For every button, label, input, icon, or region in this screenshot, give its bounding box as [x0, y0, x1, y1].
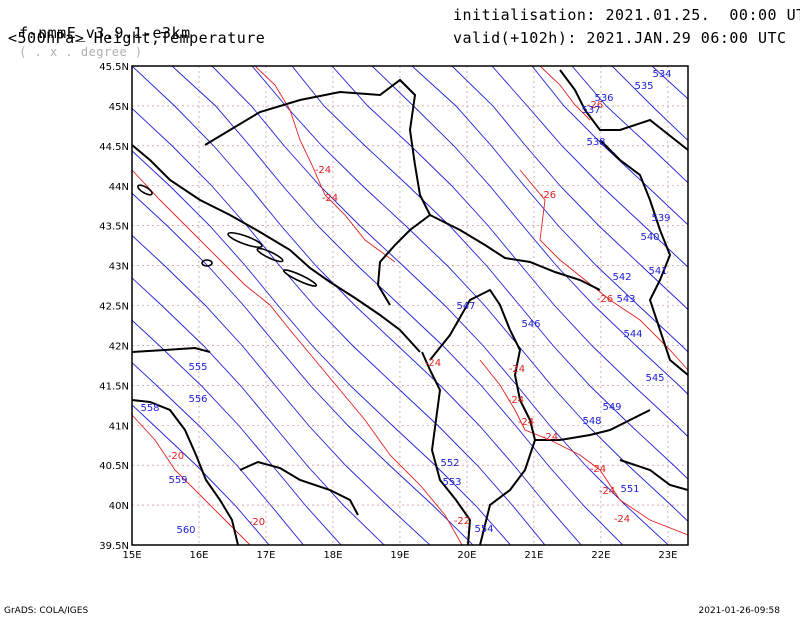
- height-contour-line: [0, 66, 304, 546]
- lon-tick-label: 18E: [323, 550, 342, 561]
- height-contour-line: [0, 66, 270, 546]
- coastline-greece-north: [240, 462, 358, 515]
- height-contour-label: 537: [581, 105, 600, 116]
- lat-tick-label: 43N: [109, 262, 129, 273]
- height-contour-line: [732, 66, 800, 546]
- footer-software: GrADS: COLA/IGES: [4, 606, 88, 616]
- lat-tick-label: 44.5N: [99, 142, 129, 153]
- height-contour-label: 545: [645, 373, 664, 384]
- temperature-contour-label: -24: [614, 514, 630, 525]
- height-contour-label: 548: [582, 416, 601, 427]
- lat-tick-label: 39.5N: [99, 541, 129, 552]
- height-contour-line: [492, 66, 800, 546]
- height-contour-line: [172, 66, 624, 546]
- height-contour-label: 546: [521, 319, 540, 330]
- height-contour-line: [452, 66, 800, 546]
- height-contour-label: 544: [623, 329, 642, 340]
- lon-tick-label: 22E: [591, 550, 610, 561]
- temperature-contour-label: -22: [454, 516, 470, 527]
- height-contour-line: [692, 66, 800, 546]
- temperature-contour-label: -24: [542, 432, 558, 443]
- lat-tick-label: 40N: [109, 501, 129, 512]
- lat-tick-label: 42.5N: [99, 302, 129, 313]
- height-contour-line: [532, 66, 800, 546]
- lat-tick-label: 42N: [109, 341, 129, 352]
- lat-tick-label: 40.5N: [99, 461, 129, 472]
- height-contour-label: 554: [474, 524, 493, 535]
- height-contour-label: 541: [648, 266, 667, 277]
- lon-tick-label: 23E: [658, 550, 677, 561]
- height-contour-line: [252, 66, 714, 546]
- temperature-contour-label: -24: [315, 165, 331, 176]
- height-contour-line: [0, 66, 385, 546]
- lat-tick-label: 41.5N: [99, 381, 129, 392]
- height-contour-label: 555: [188, 362, 207, 373]
- temperature-contour-label: -20: [249, 517, 265, 528]
- border-romania: [560, 70, 688, 150]
- temperature-contour-label: -24: [509, 364, 525, 375]
- temperature-contour-label: -24: [599, 486, 615, 497]
- lon-tick-label: 17E: [256, 550, 275, 561]
- height-contour-label: 547: [456, 301, 475, 312]
- temperature-contour-label: -24: [425, 358, 441, 369]
- height-contour-label: 552: [440, 458, 459, 469]
- lon-tick-label: 21E: [524, 550, 543, 561]
- footer-timestamp: 2021-01-26-09:58: [699, 606, 781, 616]
- height-contour-label: 551: [620, 484, 639, 495]
- lon-tick-label: 16E: [189, 550, 208, 561]
- lat-tick-label: 44N: [109, 182, 129, 193]
- temperature-contour-label: -24: [322, 193, 338, 204]
- temperature-contour-line: [480, 360, 688, 535]
- lat-tick-label: 45.5N: [99, 62, 129, 73]
- height-contour-label: 542: [612, 272, 631, 283]
- height-contour-line: [92, 66, 546, 546]
- height-contour-label: 558: [140, 403, 159, 414]
- border-bih: [205, 80, 430, 305]
- height-contour-label: 535: [634, 81, 653, 92]
- lat-tick-label: 41N: [109, 421, 129, 432]
- temperature-contour-line: [132, 170, 462, 545]
- height-contour-label: 560: [176, 525, 195, 536]
- temperature-contour-label: -26: [597, 294, 613, 305]
- height-contour-label: 559: [168, 475, 187, 486]
- lat-tick-label: 43.5N: [99, 222, 129, 233]
- border-serbia: [430, 215, 600, 290]
- height-contour-label: 549: [602, 402, 621, 413]
- height-contour-line: [772, 66, 800, 546]
- temperature-contour-label: -24: [590, 464, 606, 475]
- temperature-contour-label: -20: [168, 451, 184, 462]
- height-contour-label: 556: [188, 394, 207, 405]
- height-contour-label: 543: [616, 294, 635, 305]
- height-contour-label: 553: [442, 477, 461, 488]
- temperature-contour-label: -24: [518, 417, 534, 428]
- height-contour-label: 536: [594, 93, 613, 104]
- temperature-contour-label: -26: [540, 190, 556, 201]
- height-contour-label: 539: [651, 213, 670, 224]
- height-contour-label: 534: [652, 69, 671, 80]
- lon-tick-label: 20E: [457, 550, 476, 561]
- height-contour-label: 540: [640, 232, 659, 243]
- lon-tick-label: 19E: [390, 550, 409, 561]
- coastline-italy-2: [132, 348, 210, 352]
- lat-tick-label: 45N: [109, 102, 129, 113]
- temperature-contour-label: -24: [508, 395, 524, 406]
- coastline-italy: [132, 400, 238, 545]
- height-contour-label: 538: [586, 137, 605, 148]
